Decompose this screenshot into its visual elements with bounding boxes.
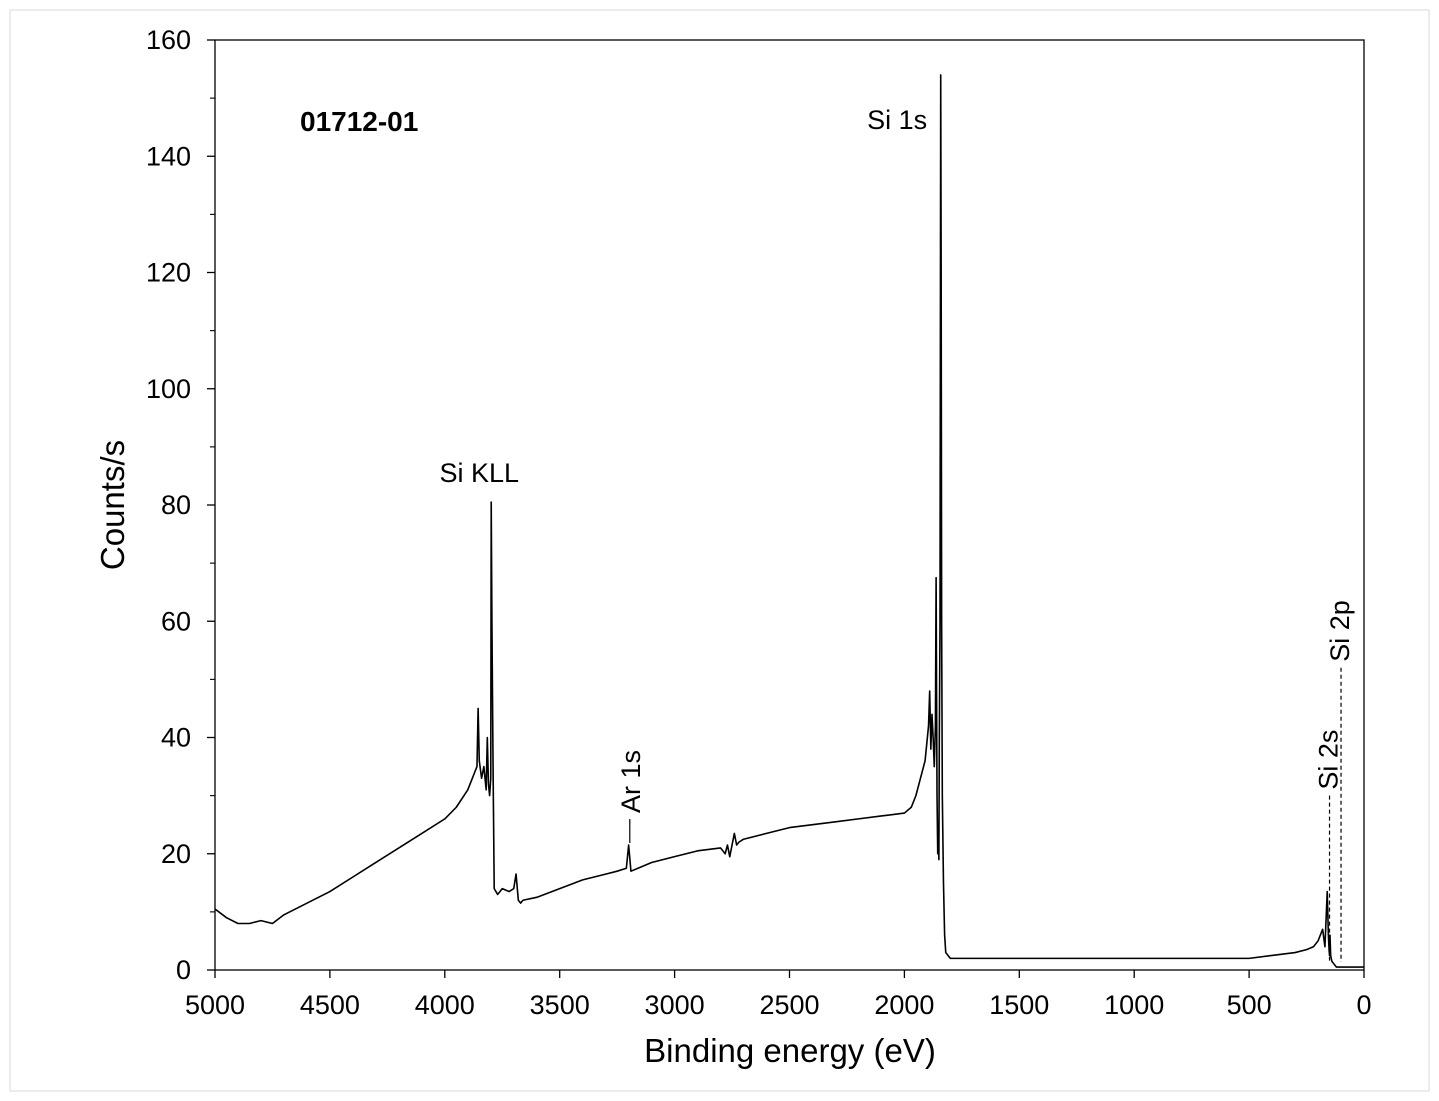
peak-label: Si 2s [1314,730,1344,790]
x-tick-label: 1500 [989,990,1049,1020]
spectrum-line [214,74,1364,968]
sample-label: 01712-01 [300,106,418,137]
y-tick-label: 100 [146,374,191,404]
x-tick-label: 4000 [415,990,475,1020]
y-tick-label: 160 [146,25,191,55]
y-tick-label: 80 [161,490,191,520]
x-tick-label: 500 [1227,990,1272,1020]
x-tick-label: 3000 [645,990,705,1020]
chart-border [9,9,1430,1092]
peak-label: Ar 1s [616,750,646,813]
x-tick-label: 1000 [1104,990,1164,1020]
peak-label: Si 2p [1325,600,1355,662]
x-axis-title: Binding energy (eV) [644,1032,936,1069]
y-tick-label: 140 [146,141,191,171]
y-tick-label: 0 [176,955,191,985]
peak-label: Si KLL [439,458,519,488]
x-tick-label: 4500 [300,990,360,1020]
y-tick-label: 40 [161,723,191,753]
y-tick-label: 20 [161,839,191,869]
x-tick-label: 2000 [874,990,934,1020]
x-tick-label: 2500 [759,990,819,1020]
y-tick-label: 60 [161,606,191,636]
x-tick-label: 0 [1356,990,1371,1020]
peak-label: Si 1s [867,105,927,135]
y-axis-title: Counts/s [94,440,131,570]
x-tick-label: 5000 [185,990,245,1020]
y-tick-label: 120 [146,258,191,288]
x-tick-label: 3500 [530,990,590,1020]
